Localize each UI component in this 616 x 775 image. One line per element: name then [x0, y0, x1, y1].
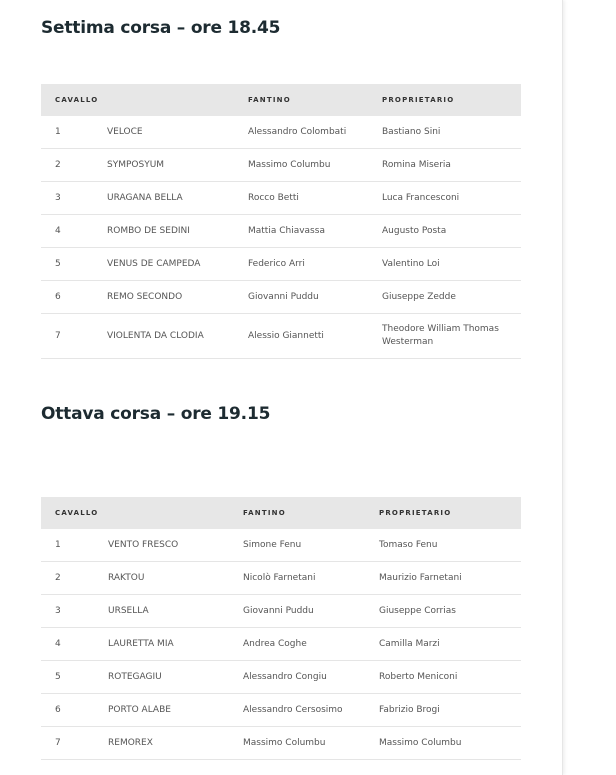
- jockey-name: Federico Arri: [248, 247, 382, 281]
- race-table-8: CAVALLO FANTINO PROPRIETARIO 1 VENTO FRES…: [41, 497, 521, 760]
- horse-name: LAURETTA MIA: [108, 627, 243, 661]
- horse-number: 6: [41, 280, 107, 314]
- horse-number: 2: [41, 561, 108, 595]
- owner-name: Romina Miseria: [382, 148, 521, 182]
- owner-name: Valentino Loi: [382, 247, 521, 281]
- table-row: 5 VENUS DE CAMPEDA Federico Arri Valentino …: [41, 247, 521, 281]
- table-row: 7 VIOLENTA DA CLODIA Alessio Giannetti Theo…: [41, 313, 521, 359]
- owner-name: Maurizio Farnetani: [379, 561, 521, 595]
- jockey-name: Andrea Coghe: [243, 627, 379, 661]
- horse-name: VENTO FRESCO: [108, 529, 243, 562]
- owner-name: Giuseppe Corrias: [379, 594, 521, 628]
- table-header: CAVALLO FANTINO PROPRIETARIO: [41, 84, 521, 116]
- owner-name: Theodore William Thomas Westerman: [382, 313, 521, 359]
- jockey-name: Alessio Giannetti: [248, 313, 382, 359]
- owner-name: Massimo Columbu: [379, 726, 521, 760]
- horse-number: 7: [41, 726, 108, 760]
- horse-number: 1: [41, 529, 108, 562]
- jockey-name: Alessandro Congiu: [243, 660, 379, 694]
- jockey-name: Alessandro Cersosimo: [243, 693, 379, 727]
- horse-number: 5: [41, 247, 107, 281]
- content-panel: Settima corsa – ore 18.45 CAVALLO FANTIN…: [41, 0, 563, 775]
- table-row: 6 REMO SECONDO Giovanni Puddu Giuseppe Zedd…: [41, 280, 521, 314]
- horse-name: VIOLENTA DA CLODIA: [107, 313, 248, 359]
- horse-number: 5: [41, 660, 108, 694]
- horse-name: URAGANA BELLA: [107, 181, 248, 215]
- horse-name: VENUS DE CAMPEDA: [107, 247, 248, 281]
- owner-name: Roberto Meniconi: [379, 660, 521, 694]
- horse-name: URSELLA: [108, 594, 243, 628]
- horse-name: REMOREX: [108, 726, 243, 760]
- table-row: 4 LAURETTA MIA Andrea Coghe Camilla Marzi: [41, 627, 521, 661]
- horse-number: 4: [41, 214, 107, 248]
- horse-number: 1: [41, 116, 107, 149]
- table-row: 3 URAGANA BELLA Rocco Betti Luca Francescon…: [41, 181, 521, 215]
- owner-name: Luca Francesconi: [382, 181, 521, 215]
- jockey-name: Massimo Columbu: [248, 148, 382, 182]
- table-row: 1 VELOCE Alessandro Colombati Bastiano Sini: [41, 116, 521, 149]
- jockey-name: Rocco Betti: [248, 181, 382, 215]
- header-owner: PROPRIETARIO: [379, 497, 521, 529]
- horse-number: 7: [41, 313, 107, 359]
- race-table-7: CAVALLO FANTINO PROPRIETARIO 1 VELOCE Ales…: [41, 84, 521, 359]
- header-horse: CAVALLO: [41, 497, 243, 529]
- horse-name: ROTEGAGIU: [108, 660, 243, 694]
- jockey-name: Giovanni Puddu: [248, 280, 382, 314]
- header-jockey: FANTINO: [243, 497, 379, 529]
- race-title-8: Ottava corsa – ore 19.15: [41, 404, 271, 424]
- header-horse: CAVALLO: [41, 84, 248, 116]
- race-title-7: Settima corsa – ore 18.45: [41, 18, 281, 38]
- horse-name: PORTO ALABE: [108, 693, 243, 727]
- horse-name: REMO SECONDO: [107, 280, 248, 314]
- owner-name: Augusto Posta: [382, 214, 521, 248]
- owner-name: Camilla Marzi: [379, 627, 521, 661]
- header-jockey: FANTINO: [248, 84, 382, 116]
- jockey-name: Nicolò Farnetani: [243, 561, 379, 595]
- header-owner: PROPRIETARIO: [382, 84, 521, 116]
- horse-name: RAKTOU: [108, 561, 243, 595]
- table-row: 7 REMOREX Massimo Columbu Massimo Columbu: [41, 726, 521, 760]
- owner-name: Bastiano Sini: [382, 116, 521, 149]
- table-row: 1 VENTO FRESCO Simone Fenu Tomaso Fenu: [41, 529, 521, 562]
- horse-name: SYMPOSYUM: [107, 148, 248, 182]
- horse-name: VELOCE: [107, 116, 248, 149]
- owner-name: Fabrizio Brogi: [379, 693, 521, 727]
- owner-name: Tomaso Fenu: [379, 529, 521, 562]
- table-row: 4 ROMBO DE SEDINI Mattia Chiavassa Augusto …: [41, 214, 521, 248]
- horse-name: ROMBO DE SEDINI: [107, 214, 248, 248]
- table-header: CAVALLO FANTINO PROPRIETARIO: [41, 497, 521, 529]
- jockey-name: Giovanni Puddu: [243, 594, 379, 628]
- table-row: 5 ROTEGAGIU Alessandro Congiu Roberto Menic…: [41, 660, 521, 694]
- horse-number: 3: [41, 594, 108, 628]
- table-row: 2 RAKTOU Nicolò Farnetani Maurizio Farnetan…: [41, 561, 521, 595]
- jockey-name: Massimo Columbu: [243, 726, 379, 760]
- table-row: 2 SYMPOSYUM Massimo Columbu Romina Miseria: [41, 148, 521, 182]
- jockey-name: Mattia Chiavassa: [248, 214, 382, 248]
- owner-name: Giuseppe Zedde: [382, 280, 521, 314]
- horse-number: 3: [41, 181, 107, 215]
- jockey-name: Simone Fenu: [243, 529, 379, 562]
- jockey-name: Alessandro Colombati: [248, 116, 382, 149]
- table-row: 6 PORTO ALABE Alessandro Cersosimo Fabrizio…: [41, 693, 521, 727]
- table-row: 3 URSELLA Giovanni Puddu Giuseppe Corrias: [41, 594, 521, 628]
- horse-number: 6: [41, 693, 108, 727]
- horse-number: 2: [41, 148, 107, 182]
- horse-number: 4: [41, 627, 108, 661]
